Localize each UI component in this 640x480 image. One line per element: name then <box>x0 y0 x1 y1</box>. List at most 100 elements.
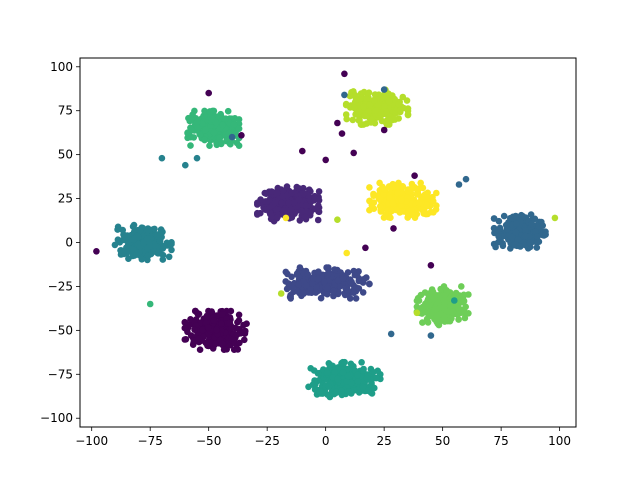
scatter-point <box>365 89 373 96</box>
y-tick-label: 50 <box>58 148 73 162</box>
scatter-point <box>331 266 338 273</box>
scatter-point <box>227 140 234 148</box>
scatter-point <box>441 305 448 313</box>
y-tick-label: 0 <box>65 236 73 250</box>
scatter-point <box>288 189 296 197</box>
scatter-point <box>495 238 503 246</box>
scatter-point <box>321 278 328 286</box>
scatter-point <box>323 369 331 377</box>
scatter-point <box>465 291 472 298</box>
scatter-point <box>201 107 208 115</box>
scatter-point <box>199 120 206 127</box>
scatter-point <box>449 308 456 316</box>
scatter-point <box>266 196 273 204</box>
scatter-point <box>199 326 206 334</box>
scatter-point <box>334 119 341 127</box>
scatter-point <box>380 86 388 93</box>
scatter-point <box>222 115 229 122</box>
scatter-point <box>351 104 358 112</box>
scatter-point <box>285 280 292 287</box>
scatter-point <box>363 375 371 382</box>
scatter-point <box>353 96 360 103</box>
scatter-point <box>314 275 322 283</box>
scatter-point <box>391 95 399 103</box>
scatter-point <box>343 249 351 257</box>
scatter-point <box>361 112 369 120</box>
scatter-point <box>368 201 376 209</box>
scatter-point <box>296 217 304 224</box>
scatter-point <box>366 280 373 288</box>
scatter-point <box>287 206 295 213</box>
scatter-point <box>398 196 405 204</box>
scatter-point <box>387 214 394 221</box>
scatter-point <box>371 91 379 98</box>
scatter-point <box>202 126 209 134</box>
scatter-point <box>399 183 407 190</box>
scatter-point <box>137 227 144 234</box>
scatter-point <box>186 117 194 125</box>
scatter-point <box>324 290 331 298</box>
scatter-point <box>194 124 202 131</box>
scatter-point <box>360 275 368 283</box>
scatter-point <box>274 213 281 221</box>
scatter-point <box>455 310 462 318</box>
scatter-point <box>300 190 308 197</box>
y-tick-label: −100 <box>40 411 73 425</box>
scatter-point <box>527 211 535 218</box>
scatter-point <box>144 252 152 259</box>
scatter-point <box>181 324 189 332</box>
scatter-point <box>376 203 384 210</box>
scatter-point <box>253 199 261 207</box>
y-tick-label: 25 <box>58 192 73 206</box>
scatter-point <box>389 199 397 207</box>
scatter-point <box>293 271 301 279</box>
scatter-point <box>415 199 423 207</box>
scatter-point <box>315 188 323 195</box>
scatter-point <box>324 284 331 292</box>
scatter-point <box>210 129 218 136</box>
scatter-point <box>210 317 218 325</box>
x-axis: −100 −75 −50 −25 0 25 50 75 100 <box>75 427 571 448</box>
y-tick-label: 75 <box>58 104 73 118</box>
scatter-point <box>231 339 238 347</box>
x-tick-label: −75 <box>138 434 163 448</box>
scatter-point <box>230 121 238 128</box>
scatter-point <box>376 179 383 187</box>
scatter-point <box>326 361 334 369</box>
scatter-point <box>490 215 498 222</box>
scatter-point <box>404 188 412 195</box>
scatter-point <box>273 189 281 197</box>
scatter-point <box>281 207 288 214</box>
scatter-point <box>190 337 198 345</box>
scatter-point <box>535 238 543 245</box>
scatter-point <box>345 388 353 395</box>
x-tick-label: 25 <box>377 434 392 448</box>
y-tick-label: −25 <box>48 279 73 293</box>
scatter-point <box>316 388 324 395</box>
scatter-point <box>461 314 469 322</box>
scatter-point <box>372 107 380 114</box>
scatter-point <box>303 282 310 289</box>
scatter-point <box>304 271 312 278</box>
scatter-point <box>350 149 358 157</box>
scatter-point <box>397 106 404 114</box>
scatter-point <box>334 277 342 284</box>
scatter-point <box>114 236 122 243</box>
scatter-point <box>140 239 148 247</box>
scatter-point <box>352 295 360 302</box>
scatter-point <box>187 142 194 149</box>
scatter-point <box>499 242 507 250</box>
scatter-point <box>205 89 212 97</box>
scatter-point <box>385 97 393 105</box>
scatter-point <box>526 239 534 247</box>
scatter-point <box>312 205 320 213</box>
scatter-point <box>338 130 346 137</box>
scatter-point <box>451 297 458 304</box>
scatter-point <box>347 279 355 286</box>
scatter-point <box>302 213 310 220</box>
scatter-point <box>315 268 322 276</box>
scatter-point <box>213 326 220 334</box>
scatter-point <box>341 91 348 99</box>
scatter-point <box>495 217 503 225</box>
